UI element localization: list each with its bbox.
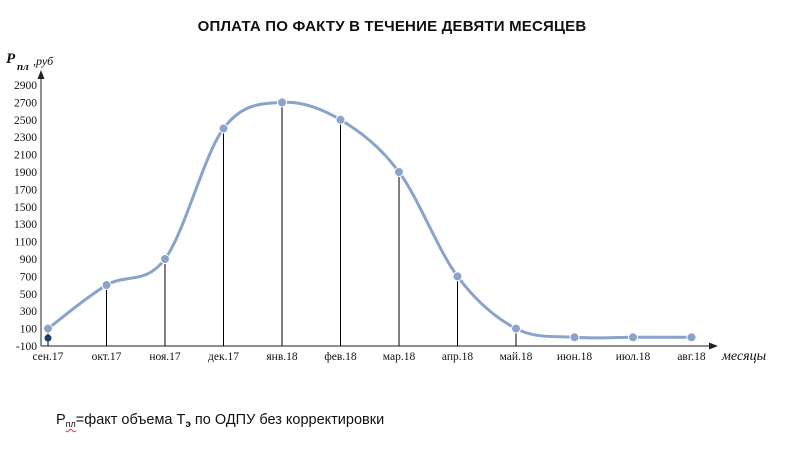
- footnote-p: P: [56, 412, 66, 428]
- footnote-p-subscript: пл: [65, 419, 76, 429]
- x-tick-labels: сен.17 окт.17 ноя.17 дек.17 янв.18 фев.18 мар.…: [33, 351, 706, 363]
- series-line: [47, 100, 692, 340]
- y-axis-arrow: [37, 70, 45, 79]
- chart-title: ОПЛАТА ПО ФАКТУ В ТЕЧЕНИЕ ДЕВЯТИ МЕСЯЦЕВ: [198, 18, 587, 35]
- drop-lines: [47, 102, 517, 346]
- y-axis-label-unit: ,руб: [33, 54, 54, 68]
- x-tick-label: фев.18: [324, 351, 357, 363]
- x-tick-label: сен.17: [33, 351, 64, 363]
- y-tick-label: 500: [20, 289, 38, 301]
- x-axis-arrow: [709, 342, 718, 350]
- y-axis-label-sub: пл: [17, 61, 29, 73]
- y-tick-label: 100: [20, 324, 38, 336]
- y-tick-label: 1300: [14, 219, 37, 231]
- y-tick-label: 1900: [14, 167, 37, 179]
- y-tick-label: 2300: [14, 132, 37, 144]
- footnote-text-1: =факт объема Т: [75, 412, 186, 428]
- y-axis-label: P пл ,руб: [6, 51, 54, 73]
- y-tick-label: 300: [20, 306, 38, 318]
- data-point: [335, 114, 346, 125]
- x-tick-label: апр.18: [442, 351, 473, 363]
- y-tick-label: 900: [20, 254, 38, 266]
- y-axis-label-main: P: [6, 51, 16, 67]
- x-tick-label: окт.17: [92, 351, 122, 363]
- y-tick-label: 1700: [14, 184, 37, 196]
- data-point: [43, 323, 53, 334]
- y-tick-label: -100: [16, 341, 37, 353]
- data-point: [218, 123, 229, 134]
- series-markers: [43, 97, 697, 343]
- data-point: [394, 167, 404, 177]
- y-tick-label: 2700: [14, 97, 37, 109]
- y-tick-label: 1100: [14, 237, 37, 249]
- y-tick-labels: -100 100 300 500 700 900 1100 1300 1500 1700 1900 2…: [14, 80, 37, 353]
- y-tick-label: 2900: [14, 80, 37, 92]
- data-point: [277, 97, 287, 108]
- x-tick-label: мар.18: [383, 351, 416, 363]
- data-point: [160, 254, 170, 264]
- x-tick-label: май.18: [500, 351, 533, 363]
- x-axis-label: месяцы: [721, 349, 766, 364]
- y-tick-label: 1500: [14, 202, 37, 214]
- data-point: [569, 332, 580, 343]
- y-tick-label: 2500: [14, 115, 37, 127]
- x-tick-label: ноя.17: [149, 351, 181, 363]
- data-point: [511, 323, 521, 334]
- footnote-text-2: по ОДПУ без корректировки: [190, 412, 385, 428]
- data-point: [452, 271, 463, 282]
- data-point: [628, 332, 638, 343]
- origin-marker: [44, 334, 52, 342]
- data-point: [101, 280, 112, 291]
- x-tick-label: авг.18: [677, 351, 706, 363]
- y-tick-label: 2100: [14, 150, 37, 162]
- footnote: Pпл=факт объема Тэ по ОДПУ без корректир…: [56, 412, 384, 430]
- y-tick-label: 700: [20, 271, 38, 283]
- x-tick-label: июл.18: [616, 351, 651, 363]
- x-tick-label: дек.17: [208, 351, 239, 363]
- footnote-t-subscript: э: [185, 419, 191, 430]
- x-tick-label: июн.18: [557, 351, 593, 363]
- x-tick-label: янв.18: [266, 351, 297, 363]
- data-point: [686, 332, 697, 343]
